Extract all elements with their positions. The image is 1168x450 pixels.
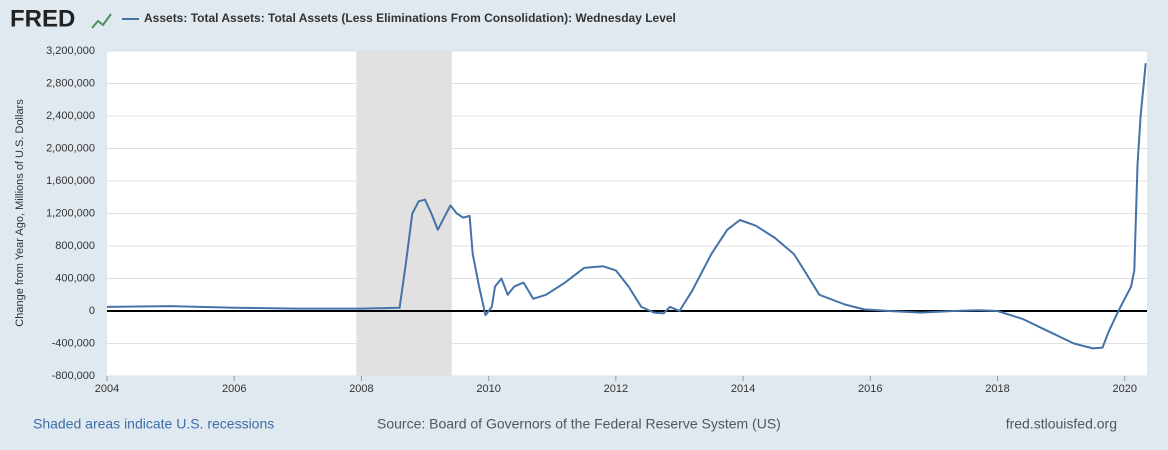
- y-axis-label: Change from Year Ago, Millions of U.S. D…: [14, 99, 26, 327]
- x-tick-label: 2010: [476, 383, 500, 395]
- series-line: [106, 63, 1147, 350]
- footer-url[interactable]: fred.stlouisfed.org: [1006, 416, 1117, 432]
- y-tick-label: 0: [89, 305, 95, 317]
- y-tick-label: 2,400,000: [46, 110, 95, 122]
- footer-source: Source: Board of Governors of the Federa…: [377, 416, 781, 432]
- x-tick-label: 2020: [1112, 383, 1136, 395]
- y-tick-label: 1,600,000: [46, 175, 95, 187]
- x-tick-label: 2012: [604, 383, 628, 395]
- x-tick-label: 2008: [349, 383, 373, 395]
- y-tick-label: 2,000,000: [46, 142, 95, 154]
- y-tick-label: -400,000: [52, 337, 95, 349]
- logo: FRED: [10, 5, 75, 32]
- x-tick-label: 2016: [858, 383, 882, 395]
- y-tick-label: -800,000: [52, 370, 95, 382]
- legend-label: Assets: Total Assets: Total Assets (Less…: [144, 11, 676, 25]
- logo-icon: [91, 13, 112, 29]
- x-tick-label: 2004: [95, 383, 119, 395]
- y-tick-label: 1,200,000: [46, 207, 95, 219]
- x-tick-label: 2014: [731, 383, 755, 395]
- x-tick-label: 2018: [985, 383, 1009, 395]
- x-tick-label: 2006: [222, 383, 246, 395]
- y-tick-label: 400,000: [55, 272, 95, 284]
- y-tick-label: 3,200,000: [46, 45, 95, 57]
- y-tick-label: 2,800,000: [46, 77, 95, 89]
- footer-note[interactable]: Shaded areas indicate U.S. recessions: [33, 416, 274, 432]
- y-tick-label: 800,000: [55, 240, 95, 252]
